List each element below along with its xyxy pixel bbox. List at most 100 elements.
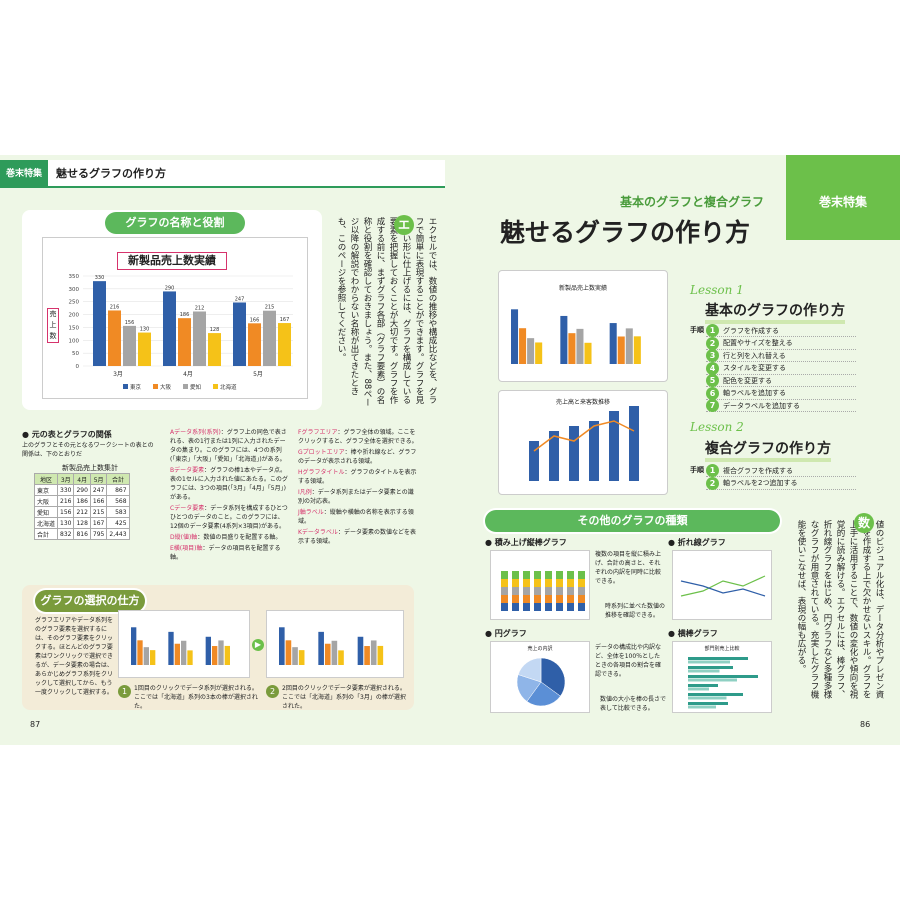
data-label: 247 [235, 296, 245, 302]
data-label: 130 [140, 327, 150, 333]
line-title: 折れ線グラフ [677, 538, 726, 547]
page-title: 魅せるグラフの作り方 [500, 218, 751, 247]
pie-slice [526, 681, 561, 707]
table-description: 上のグラフとその元となるワークシートの表との関係は、下のとおりだ [22, 442, 154, 458]
step-item: 2 軸ラベルを2つ追加する [706, 476, 856, 490]
cell: 290 [73, 484, 91, 496]
intro-badge: エ [394, 215, 414, 235]
cell: 愛知 [33, 506, 59, 518]
note-text: ：グラフ上の同色で表される、表の1行または1列に入力されたデータの集まり。このグ… [170, 429, 287, 463]
note: Bデータ要素：グラフの棒1本やデータ点。表の1セルに入力された値にあたる。このグ… [170, 466, 290, 502]
bar [138, 332, 151, 366]
stacked-segment [501, 587, 508, 595]
step-item: 1 複合グラフを作成する [706, 464, 856, 477]
step-number: 6 [706, 386, 719, 400]
step-label: 複合グラフを作成する [723, 466, 793, 475]
stacked-segment [578, 571, 585, 579]
sample-chart: 新製品売上数実績 売 上 数 0 50 100 150 200 250 300 350 330 2… [42, 237, 308, 399]
stacked-segment [501, 595, 508, 603]
mini-bar [625, 328, 633, 364]
selection-step-1: 1回目のクリックでデータ系列が選択される。ここでは「北海道」系列の3本の棒が選択… [134, 685, 258, 710]
hbar [688, 678, 737, 682]
mini-bar [218, 640, 224, 665]
table-row: 愛知 156 212 215 583 [33, 506, 130, 518]
lesson2-title: 複合グラフの作り方 [705, 438, 831, 462]
data-label: 215 [265, 305, 275, 311]
bar [163, 291, 176, 366]
mini-bar [568, 333, 576, 364]
hbar [688, 702, 728, 705]
step-label: 軸ラベルを追加する [723, 389, 786, 397]
step-item: 7 データラベルを追加する [706, 399, 856, 412]
combo-bar [569, 426, 579, 481]
step-number: 2 [706, 476, 719, 490]
intro-vertical-text: エクセルでは、数値の推移や構成比などを、グラフで簡単に表現することができます。グ… [336, 217, 437, 407]
page-number-right: 86 [860, 720, 871, 729]
table-row: 合計 832 816 795 2,443 [33, 528, 130, 540]
note-text: ：データ系列を構成するひとつひとつのデータのこと。このグラフには、12個のデータ… [170, 505, 288, 530]
line-chart [680, 575, 766, 597]
stacked-bar-title: 積み上げ縦棒グラフ [494, 538, 567, 547]
data-label: 290 [165, 285, 175, 291]
step-number: 5 [706, 374, 719, 387]
combo-bar [589, 421, 599, 481]
y-tick-label: 100 [69, 338, 80, 344]
lesson2-chart-card: 売上高と来客数推移 [498, 390, 668, 495]
hbar-desc: 数値の大小を棒の長さで表して比較できる。 [600, 696, 667, 712]
stacked-segment [578, 587, 585, 595]
hbar [688, 657, 748, 660]
y-tick-label: 0 [76, 364, 80, 370]
step-label: データラベルを追加する [723, 401, 800, 410]
stacked-segment [512, 603, 519, 611]
note: Fグラフエリア：グラフ全体の領域。ここをクリックすると、グラフ全体を選択できる。 [298, 428, 418, 446]
x-tick-label: 5月 [253, 371, 263, 378]
page-spread: 巻末特集 魅せるグラフの作り方 グラフの名称と役割 新製品売上数実績 売 上 数… [0, 155, 900, 745]
mini-bar [181, 640, 187, 665]
right-page: 巻末特集 基本のグラフと複合グラフ 魅せるグラフの作り方 新製品売上数実績 売上… [450, 155, 900, 745]
data-label: 186 [180, 312, 190, 318]
mini-bar [224, 645, 230, 665]
mini-bar [318, 631, 324, 665]
stacked-segment [523, 587, 530, 595]
mini-bar [364, 646, 370, 665]
line-series [680, 580, 766, 597]
note-key: D縦(値)軸 [170, 534, 198, 541]
legend-swatch [183, 384, 188, 389]
cell: 2,443 [106, 528, 130, 540]
note-key: Aデータ系列(系列) [170, 429, 221, 436]
mini-bar [633, 336, 641, 364]
page-subtitle: 基本のグラフと複合グラフ [620, 195, 765, 209]
line-card [672, 550, 772, 620]
stacked-segment [512, 571, 519, 579]
step-number: 1 [706, 464, 719, 477]
stacked-segment [512, 595, 519, 603]
stacked-segment [534, 603, 541, 611]
hbar-heading: ● 横棒グラフ [668, 629, 718, 638]
cell: 大阪 [33, 495, 59, 507]
stacked-segment [556, 603, 563, 611]
note: J軸ラベル：縦軸や横軸の名称を表示する領域。 [298, 508, 418, 526]
page-number-left: 87 [30, 720, 41, 729]
mini-bar-chart [511, 309, 641, 364]
hbar [688, 705, 716, 709]
mini-bar [370, 640, 377, 665]
stacked-bar-desc: 複数の項目を縦に積み上げ、合計の高さと、それぞれの内訳を同時に比較できる。 [595, 551, 662, 585]
stacked-segment [545, 579, 552, 587]
stacked-segment [545, 571, 552, 579]
section-heading-selection: グラフの選択の仕方 [35, 590, 145, 612]
mini-bar [331, 640, 338, 665]
mini-bar [212, 646, 218, 665]
mini-bar [131, 627, 137, 665]
col-header: 地区 [33, 473, 59, 485]
stacked-bar-heading: ● 積み上げ縦棒グラフ [485, 538, 567, 547]
note-key: Bデータ要素 [170, 467, 205, 474]
note: Aデータ系列(系列)：グラフ上の同色で表される、表の1行または1列に入力されたデ… [170, 428, 290, 464]
note: I凡例：データ系列またはデータ要素との識別の対応表。 [298, 488, 418, 506]
hbar-title: 横棒グラフ [677, 629, 718, 638]
step-label: 行と列を入れ替える [723, 351, 786, 360]
cell: 216 [57, 495, 75, 507]
cell: 合計 [33, 528, 59, 540]
mini-bar [187, 650, 193, 665]
step-label: スタイルを変更する [723, 364, 786, 372]
cell: 247 [89, 484, 108, 496]
